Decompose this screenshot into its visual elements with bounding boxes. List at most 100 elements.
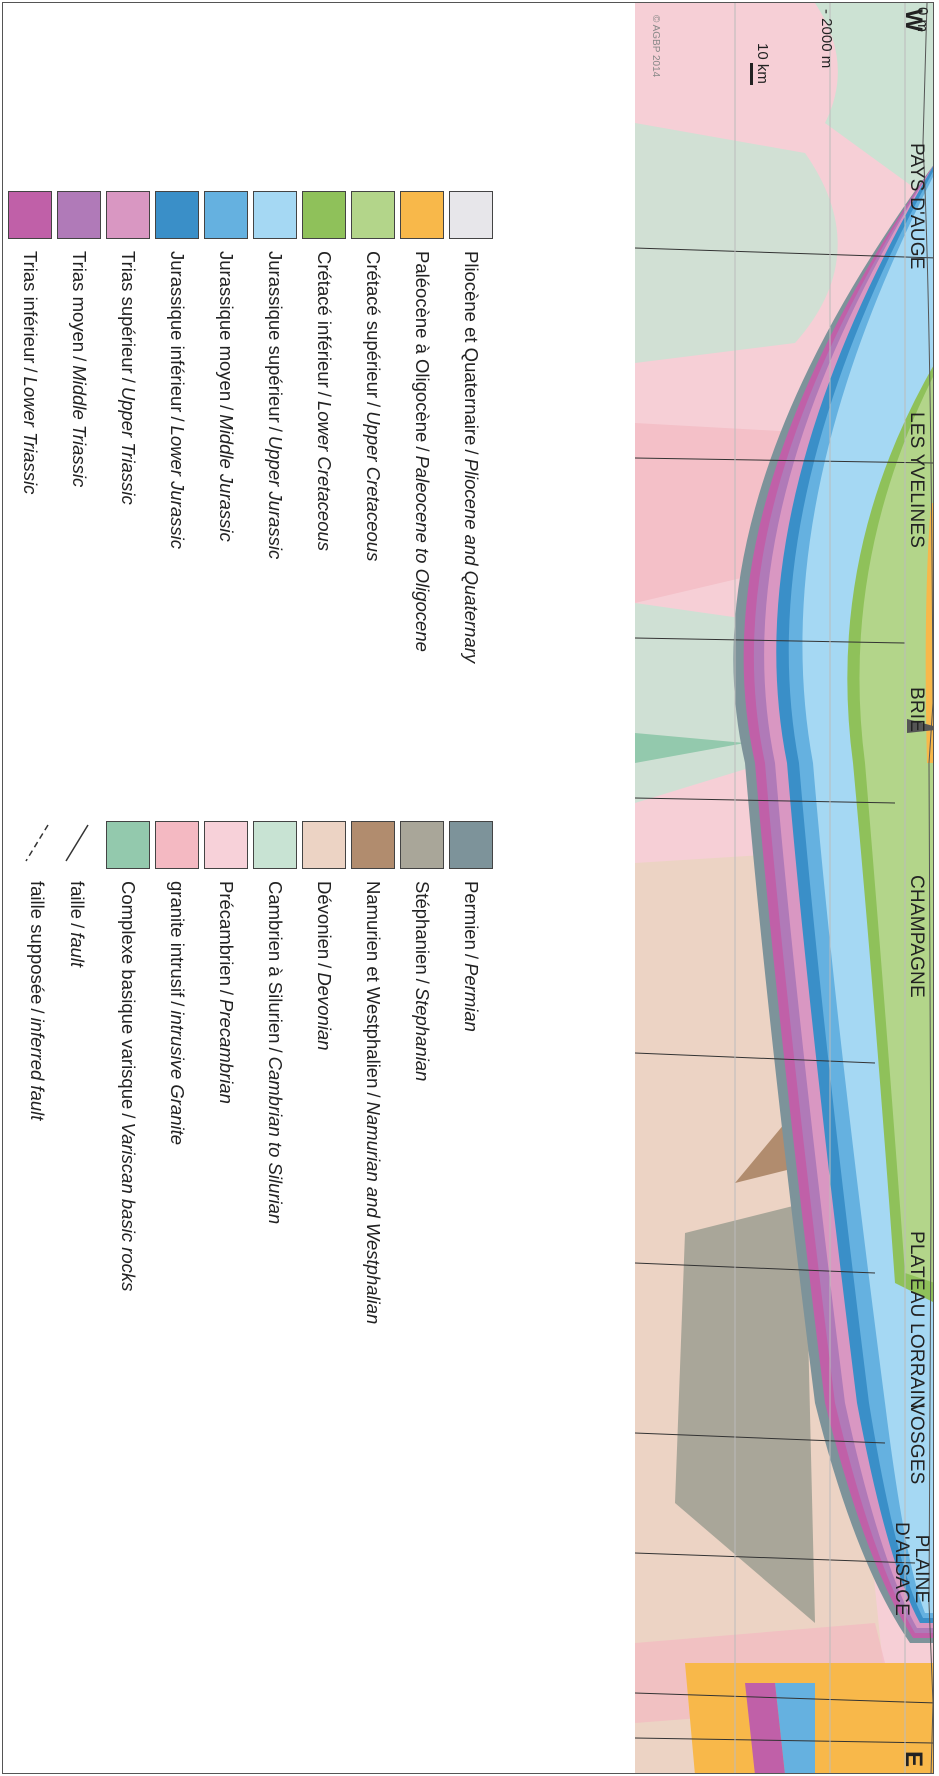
- legend-fault-item: faille supposée/inferred fault: [19, 821, 55, 1120]
- legend-label-fr: Crétacé inférieur: [314, 251, 335, 388]
- legend-label-fr: Trias supérieur: [118, 251, 139, 374]
- scale-bar-label: 10 km: [754, 43, 771, 84]
- legend-label: Jurassique inférieur/Lower Jurassic: [167, 251, 188, 549]
- depth-2000-label: - 2000 m: [818, 9, 835, 69]
- legend-swatch: [449, 191, 493, 239]
- legend-swatch: [449, 821, 493, 869]
- legend-label: faille supposée/inferred fault: [27, 881, 48, 1121]
- legend-label: Stéphanien/Stephanian: [412, 881, 433, 1082]
- legend-swatch: [400, 191, 444, 239]
- legend-label-en: Upper Triassic: [118, 386, 139, 505]
- legend-label-en: Upper Cretaceous: [363, 411, 384, 562]
- region-vosges: VOSGES: [906, 1403, 927, 1485]
- legend-swatch: [155, 191, 199, 239]
- legend-label-fr: Complexe basique varisque: [118, 881, 139, 1110]
- legend-swatch: [302, 821, 346, 869]
- legend-label: Complexe basique varisque/Variscan basic…: [118, 881, 139, 1292]
- legend-stratigraphy-item: Paléocène à Oligocène/Paleocene to Oligo…: [398, 191, 446, 652]
- sedimentary-layers: [685, 163, 933, 1773]
- legend-label: Jurassique supérieur/Upper Jurassic: [265, 251, 286, 560]
- legend-stratigraphy-item: Jurassique inférieur/Lower Jurassic: [153, 191, 201, 549]
- legend-label-en: Namurian and Westphalian: [363, 1101, 384, 1325]
- legend-label-en: Middle Triassic: [69, 365, 90, 488]
- legend-label-fr: Crétacé supérieur: [363, 251, 384, 399]
- legend-label-en: Variscan basic rocks: [118, 1122, 139, 1292]
- legend-label-en: Devonian: [314, 972, 335, 1051]
- legend-stratigraphy-item: Jurassique supérieur/Upper Jurassic: [251, 191, 299, 559]
- legend-label-fr: Namurien et Westphalien: [363, 881, 384, 1089]
- legend-swatch: [253, 821, 297, 869]
- legend-basement-item: Stéphanien/Stephanian: [398, 821, 446, 1081]
- legend-label: Crétacé supérieur/Upper Cretaceous: [363, 251, 384, 562]
- legend-stratigraphy-item: Pliocène et Quaternaire/Pliocene and Qua…: [447, 191, 495, 663]
- legend-label: Précambrien/Precambrian: [216, 881, 237, 1104]
- fault-symbol: [65, 824, 89, 862]
- legend-basement-item: Complexe basique varisque/Variscan basic…: [104, 821, 152, 1291]
- legend-stratigraphy-item: Crétacé supérieur/Upper Cretaceous: [349, 191, 397, 561]
- cross-section-canvas: W E 0 m - 2000 m 10 km © AGBP 2014 PAYS …: [3, 3, 933, 1773]
- region-pays-d-auge: PAYS D'AUGE: [906, 143, 927, 270]
- credit-text: © AGBP 2014: [650, 15, 661, 78]
- region-plaine-line-1: PLAINE: [911, 1534, 932, 1604]
- legend-basement-item: Cambrien à Silurien/Cambrian to Silurian: [251, 821, 299, 1224]
- legend-label-en: fault: [67, 932, 88, 968]
- legend-label-fr: Jurassique supérieur: [265, 251, 286, 423]
- legend-label-en: Paleocene to Oligocene: [412, 455, 433, 652]
- legend-label-en: intrusive Granite: [167, 1010, 188, 1146]
- legend-label: Namurien et Westphalien/Namurian and Wes…: [363, 881, 384, 1325]
- legend-swatch: [57, 191, 101, 239]
- legend-label-en: Upper Jurassic: [265, 435, 286, 560]
- legend-label-en: Lower Cretaceous: [314, 400, 335, 552]
- legend-label-fr: Précambrien: [216, 881, 237, 986]
- legend-label: Crétacé inférieur/Lower Cretaceous: [314, 251, 335, 552]
- legend-label: Pliocène et Quaternaire/Pliocene and Qua…: [461, 251, 482, 664]
- legend-basement-item: Permien/Permian: [447, 821, 495, 1032]
- legend-swatch: [106, 821, 150, 869]
- surface-depth-label: 0 m: [914, 7, 931, 33]
- legend-stratigraphy-item: Jurassique moyen/Middle Jurassic: [202, 191, 250, 542]
- legend-label-fr: Trias moyen: [69, 251, 90, 353]
- legend-swatch: [204, 821, 248, 869]
- legend-label-en: Cambrian to Silurian: [265, 1056, 286, 1225]
- legend-label-en: inferred fault: [27, 1017, 48, 1121]
- region-champagne: CHAMPAGNE: [906, 875, 927, 998]
- legend-label-fr: Paléocène à Oligocène: [412, 251, 433, 443]
- legend-label: Paléocène à Oligocène/Paleocene to Oligo…: [412, 251, 433, 652]
- legend-label: Trias inférieur/Lower Triassic: [20, 251, 41, 495]
- legend-swatch: [8, 191, 52, 239]
- region-les-yvelines: LES YVELINES: [906, 412, 927, 549]
- legend-label-fr: Trias inférieur: [20, 251, 41, 364]
- legend-label: Trias moyen/Middle Triassic: [69, 251, 90, 488]
- legend-swatch: [400, 821, 444, 869]
- region-plaine-d-alsace: PLAINE D'ALSACE: [891, 1521, 932, 1617]
- legend-label: faille/fault: [67, 881, 88, 968]
- legend-swatch: [204, 191, 248, 239]
- legend-label-en: Pliocene and Quaternary: [461, 458, 482, 664]
- legend-swatch: [155, 821, 199, 869]
- legend-swatch: [351, 821, 395, 869]
- legend-label: Trias supérieur/Upper Triassic: [118, 251, 139, 505]
- legend-label: granite intrusif/intrusive Granite: [167, 881, 188, 1146]
- legend-label-fr: Dévonien: [314, 881, 335, 960]
- legend-stratigraphy-item: Crétacé inférieur/Lower Cretaceous: [300, 191, 348, 551]
- geologic-cross-section: [635, 3, 933, 1773]
- legend-label-fr: Stéphanien: [412, 881, 433, 975]
- legend-label: Cambrien à Silurien/Cambrian to Silurian: [265, 881, 286, 1225]
- eiffel-tower-icon: [907, 719, 933, 733]
- legend-label: Permien/Permian: [461, 881, 482, 1032]
- legend-label-fr: Jurassique moyen: [216, 251, 237, 402]
- legend-basement-item: Dévonien/Devonian: [300, 821, 348, 1050]
- fault-lines: [635, 247, 933, 1744]
- legend-label-fr: Cambrien à Silurien: [265, 881, 286, 1044]
- legend-stratigraphy-item: Trias moyen/Middle Triassic: [55, 191, 103, 487]
- legend-label-fr: faille: [67, 881, 88, 920]
- legend-label: Dévonien/Devonian: [314, 881, 335, 1051]
- inferred-fault-symbol: [25, 824, 49, 862]
- legend-basement-item: granite intrusif/intrusive Granite: [153, 821, 201, 1145]
- legend-label-en: Lower Triassic: [20, 376, 41, 495]
- legend-label-en: Precambrian: [216, 999, 237, 1104]
- legend-label-fr: Permien: [461, 881, 482, 950]
- legend-label-en: Permian: [461, 963, 482, 1032]
- legend-swatch: [351, 191, 395, 239]
